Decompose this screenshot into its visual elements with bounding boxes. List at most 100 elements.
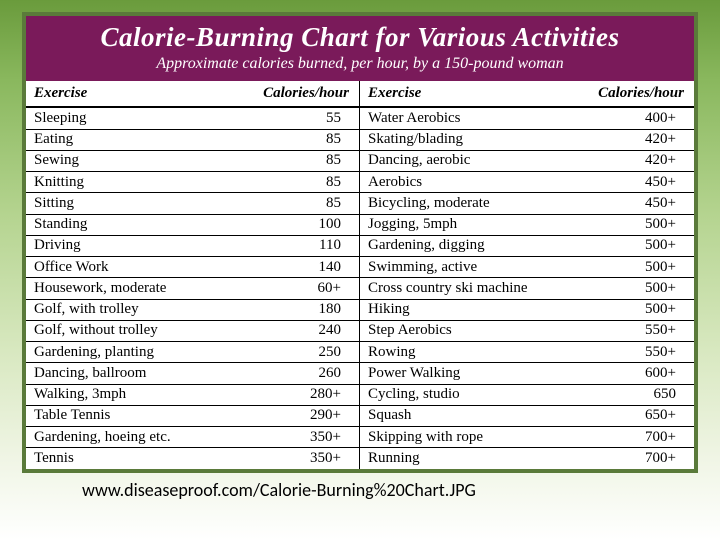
table-row: Driving110 bbox=[26, 236, 359, 257]
table-row: Dancing, aerobic420+ bbox=[360, 151, 694, 172]
exercise-cell: Water Aerobics bbox=[368, 110, 598, 127]
exercise-cell: Dancing, ballroom bbox=[34, 365, 263, 382]
exercise-cell: Rowing bbox=[368, 344, 598, 361]
exercise-cell: Tennis bbox=[34, 450, 263, 467]
calories-cell: 400+ bbox=[598, 110, 688, 127]
exercise-cell: Gardening, planting bbox=[34, 344, 263, 361]
calories-cell: 420+ bbox=[598, 152, 688, 169]
table-row: Gardening, digging500+ bbox=[360, 236, 694, 257]
exercise-cell: Walking, 3mph bbox=[34, 386, 263, 403]
calories-cell: 600+ bbox=[598, 365, 688, 382]
calories-cell: 450+ bbox=[598, 195, 688, 212]
exercise-cell: Running bbox=[368, 450, 598, 467]
table-row: Bicycling, moderate450+ bbox=[360, 193, 694, 214]
table-row: Walking, 3mph280+ bbox=[26, 385, 359, 406]
table-row: Cycling, studio650 bbox=[360, 385, 694, 406]
calories-cell: 60+ bbox=[263, 280, 353, 297]
calories-cell: 500+ bbox=[598, 259, 688, 276]
exercise-cell: Gardening, hoeing etc. bbox=[34, 429, 263, 446]
exercise-cell: Bicycling, moderate bbox=[368, 195, 598, 212]
calories-cell: 350+ bbox=[263, 429, 353, 446]
chart-title: Calorie-Burning Chart for Various Activi… bbox=[36, 22, 684, 53]
calories-cell: 500+ bbox=[598, 280, 688, 297]
exercise-cell: Hiking bbox=[368, 301, 598, 318]
exercise-cell: Table Tennis bbox=[34, 407, 263, 424]
exercise-cell: Housework, moderate bbox=[34, 280, 263, 297]
calories-header: Calories/hour bbox=[548, 85, 688, 102]
table-row: Office Work140 bbox=[26, 257, 359, 278]
calories-cell: 700+ bbox=[598, 450, 688, 467]
calories-cell: 250 bbox=[263, 344, 353, 361]
calories-header: Calories/hour bbox=[213, 85, 353, 102]
table-row: Tennis350+ bbox=[26, 448, 359, 468]
left-column: Exercise Calories/hour Sleeping55Eating8… bbox=[26, 81, 360, 469]
calories-cell: 650+ bbox=[598, 407, 688, 424]
exercise-cell: Golf, with trolley bbox=[34, 301, 263, 318]
table-row: Skating/blading420+ bbox=[360, 130, 694, 151]
calories-cell: 85 bbox=[263, 195, 353, 212]
calories-cell: 350+ bbox=[263, 450, 353, 467]
calories-cell: 85 bbox=[263, 152, 353, 169]
source-caption: www.diseaseproof.com/Calorie-Burning%20C… bbox=[22, 479, 698, 501]
calories-cell: 500+ bbox=[598, 216, 688, 233]
table-row: Sleeping55 bbox=[26, 108, 359, 129]
table-row: Knitting85 bbox=[26, 172, 359, 193]
calories-cell: 700+ bbox=[598, 429, 688, 446]
calories-cell: 550+ bbox=[598, 344, 688, 361]
exercise-cell: Sewing bbox=[34, 152, 263, 169]
calories-cell: 650 bbox=[598, 386, 688, 403]
table-row: Table Tennis290+ bbox=[26, 406, 359, 427]
exercise-cell: Aerobics bbox=[368, 174, 598, 191]
table-row: Hiking500+ bbox=[360, 300, 694, 321]
calorie-chart: Calorie-Burning Chart for Various Activi… bbox=[22, 12, 698, 473]
table-row: Eating85 bbox=[26, 130, 359, 151]
chart-header: Calorie-Burning Chart for Various Activi… bbox=[26, 16, 694, 81]
calories-cell: 260 bbox=[263, 365, 353, 382]
exercise-cell: Cycling, studio bbox=[368, 386, 598, 403]
exercise-cell: Standing bbox=[34, 216, 263, 233]
exercise-cell: Gardening, digging bbox=[368, 237, 598, 254]
exercise-cell: Sitting bbox=[34, 195, 263, 212]
exercise-header: Exercise bbox=[34, 85, 213, 102]
table-row: Gardening, planting250 bbox=[26, 342, 359, 363]
calories-cell: 280+ bbox=[263, 386, 353, 403]
table-row: Power Walking600+ bbox=[360, 363, 694, 384]
table-row: Running700+ bbox=[360, 448, 694, 468]
table-row: Step Aerobics550+ bbox=[360, 321, 694, 342]
table-row: Dancing, ballroom260 bbox=[26, 363, 359, 384]
exercise-cell: Power Walking bbox=[368, 365, 598, 382]
calories-cell: 55 bbox=[263, 110, 353, 127]
calories-cell: 500+ bbox=[598, 237, 688, 254]
chart-subtitle: Approximate calories burned, per hour, b… bbox=[36, 55, 684, 73]
table-row: Golf, without trolley240 bbox=[26, 321, 359, 342]
table-row: Rowing550+ bbox=[360, 342, 694, 363]
table-row: Gardening, hoeing etc.350+ bbox=[26, 427, 359, 448]
exercise-cell: Squash bbox=[368, 407, 598, 424]
calories-cell: 180 bbox=[263, 301, 353, 318]
calories-cell: 140 bbox=[263, 259, 353, 276]
table-row: Jogging, 5mph500+ bbox=[360, 215, 694, 236]
exercise-cell: Sleeping bbox=[34, 110, 263, 127]
column-header: Exercise Calories/hour bbox=[360, 81, 694, 108]
table-row: Sitting85 bbox=[26, 193, 359, 214]
calories-cell: 85 bbox=[263, 131, 353, 148]
exercise-cell: Skating/blading bbox=[368, 131, 598, 148]
exercise-cell: Dancing, aerobic bbox=[368, 152, 598, 169]
exercise-cell: Skipping with rope bbox=[368, 429, 598, 446]
calories-cell: 550+ bbox=[598, 322, 688, 339]
table-row: Housework, moderate60+ bbox=[26, 278, 359, 299]
table-row: Standing100 bbox=[26, 215, 359, 236]
exercise-cell: Step Aerobics bbox=[368, 322, 598, 339]
calories-cell: 85 bbox=[263, 174, 353, 191]
exercise-cell: Jogging, 5mph bbox=[368, 216, 598, 233]
calories-cell: 420+ bbox=[598, 131, 688, 148]
exercise-header: Exercise bbox=[368, 85, 548, 102]
calories-cell: 450+ bbox=[598, 174, 688, 191]
right-column: Exercise Calories/hour Water Aerobics400… bbox=[360, 81, 694, 469]
calories-cell: 290+ bbox=[263, 407, 353, 424]
exercise-cell: Golf, without trolley bbox=[34, 322, 263, 339]
calories-cell: 110 bbox=[263, 237, 353, 254]
exercise-cell: Office Work bbox=[34, 259, 263, 276]
table-row: Cross country ski machine500+ bbox=[360, 278, 694, 299]
exercise-cell: Driving bbox=[34, 237, 263, 254]
